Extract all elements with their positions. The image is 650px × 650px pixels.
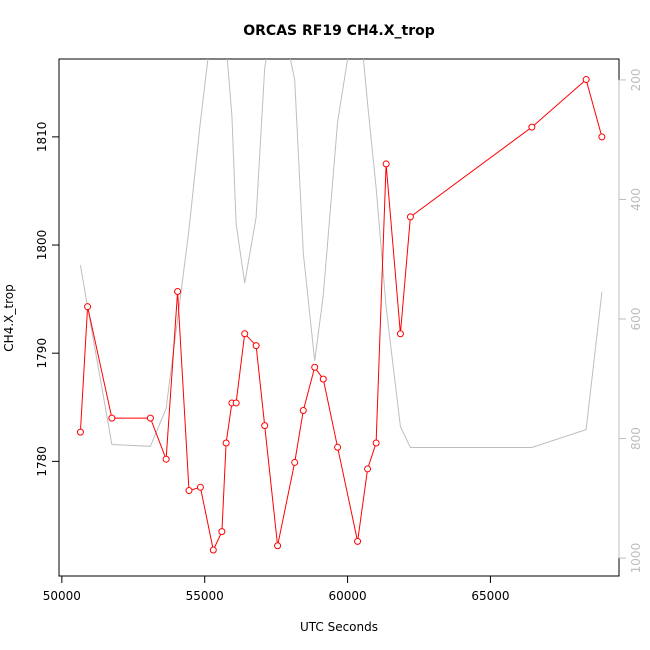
x-tick-label: 50000 (43, 589, 81, 603)
x-axis-label: UTC Seconds (300, 620, 378, 634)
data-point (364, 465, 372, 473)
data-point (598, 133, 606, 141)
series-right-line (79, 59, 603, 448)
plot-frame (58, 58, 620, 577)
y-tick-label: 1810 (35, 122, 49, 153)
plot-area (76, 59, 606, 554)
data-point (84, 303, 92, 311)
data-point (406, 213, 414, 221)
data-point (299, 407, 307, 415)
data-point (162, 455, 170, 463)
data-point (218, 528, 226, 536)
data-point (311, 363, 319, 371)
y-tick-label: 1780 (35, 446, 49, 477)
y2-tick-label: 1000 (629, 543, 643, 574)
data-point (372, 439, 380, 447)
data-point (382, 160, 390, 168)
data-point (396, 330, 404, 338)
data-point (196, 483, 204, 491)
series-left-line (79, 78, 603, 552)
x-tick-label: 60000 (328, 589, 366, 603)
data-point (209, 546, 217, 554)
y2-tick-label: 200 (629, 68, 643, 91)
data-point (222, 439, 230, 447)
x-axis: 50000 55000 60000 65000 (43, 575, 510, 603)
y2-tick-label: 600 (629, 308, 643, 331)
data-point (185, 487, 193, 495)
y-axis-label: CH4.X_trop (2, 284, 16, 351)
y-axis-right: 200 400 600 800 1000 (618, 68, 643, 574)
y-tick-label: 1800 (35, 230, 49, 261)
y2-tick-label: 400 (629, 188, 643, 211)
data-point (354, 537, 362, 545)
chart-title: ORCAS RF19 CH4.X_trop (243, 23, 435, 39)
data-point (261, 422, 269, 430)
data-point (241, 330, 249, 338)
data-point (252, 342, 260, 350)
y-tick-label: 1790 (35, 338, 49, 369)
data-point (76, 428, 84, 436)
data-point (274, 542, 282, 550)
data-point (319, 375, 327, 383)
data-point (146, 414, 154, 422)
x-tick-label: 65000 (471, 589, 509, 603)
y-axis-left: 1780 1790 1800 1810 (35, 122, 60, 477)
data-point (334, 443, 342, 451)
data-point (582, 76, 590, 84)
data-point (232, 399, 240, 407)
x-tick-label: 55000 (186, 589, 224, 603)
y2-tick-label: 800 (629, 427, 643, 450)
data-point (291, 458, 299, 466)
data-point (108, 414, 116, 422)
data-point (174, 288, 182, 296)
data-point (528, 123, 536, 131)
